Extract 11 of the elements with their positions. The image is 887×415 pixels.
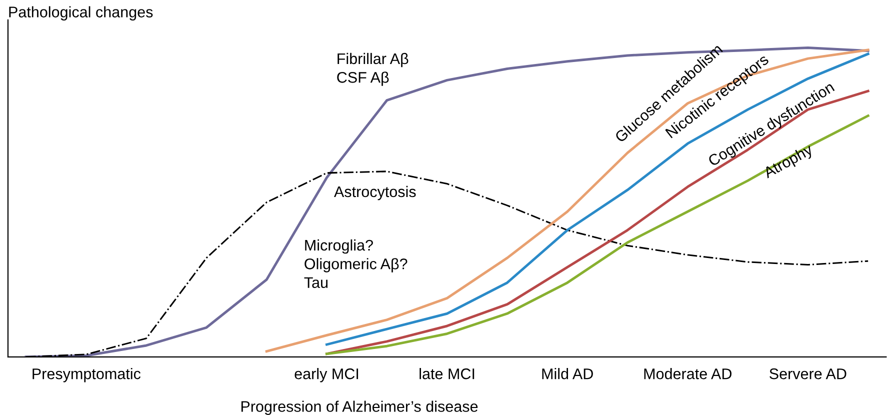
y-axis-title: Pathological changes [9,6,153,20]
annotation: Microglia? Oligomeric Aβ? Tau [304,239,408,288]
x-axis-title: Progression of Alzheimer’s disease [241,400,478,415]
x-tick-label: Presymptomatic [32,368,141,382]
x-tick-label: Mild AD [542,368,593,380]
series-label: Astrocytosis [334,186,416,200]
series-label: Fibrillar Aβ CSF Aβ [337,52,408,86]
x-tick-label: Servere AD [770,368,846,380]
x-tick-label: late MCI [420,368,474,380]
x-tick-label: Moderate AD [644,368,732,380]
x-tick-label: early MCI [294,368,358,382]
